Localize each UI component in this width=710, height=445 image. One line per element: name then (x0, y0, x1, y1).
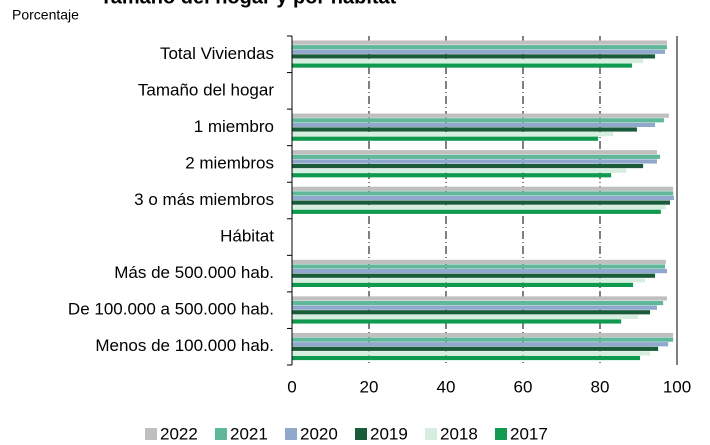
bar (292, 186, 674, 191)
legend-label: 2019 (370, 424, 408, 443)
legend-label: 2021 (230, 424, 268, 443)
y-tick-label: Tamaño del hogar (138, 80, 274, 99)
y-tick-label: 3 o más miembros (134, 190, 274, 209)
legend-label: 2022 (160, 424, 198, 443)
y-tick-label: Más de 500.000 hab. (114, 263, 274, 282)
bar (292, 264, 666, 269)
legend-swatch (145, 428, 157, 440)
chart-subtitle: Porcentaje (12, 7, 79, 23)
y-tick-label: Hábitat (220, 227, 274, 246)
bar (292, 45, 667, 50)
bar (292, 314, 639, 319)
bar (292, 355, 641, 361)
bar (292, 40, 667, 45)
legend-label: 2018 (440, 424, 478, 443)
bar (292, 150, 657, 155)
legend-label: 2017 (510, 424, 548, 443)
bar (292, 168, 627, 173)
bar (292, 342, 669, 347)
bar (292, 278, 646, 283)
bar (292, 163, 644, 169)
bar (292, 269, 667, 274)
bar (292, 273, 656, 278)
bar (292, 122, 656, 127)
bar (292, 113, 669, 118)
y-tick-label: De 100.000 a 500.000 hab. (68, 300, 274, 319)
legend-label: 2020 (300, 424, 338, 443)
x-tick-label: 80 (591, 377, 610, 396)
bar (292, 200, 671, 205)
legend-swatch (425, 428, 437, 440)
bar (292, 154, 661, 159)
x-tick-label: 40 (437, 377, 456, 396)
bar (292, 296, 667, 301)
chart-title: Tamaño del hogar y por hábitat (100, 0, 397, 8)
bar (292, 58, 644, 64)
bar (292, 259, 666, 265)
bar (292, 351, 651, 356)
legend-swatch (215, 428, 227, 440)
legend-swatch (285, 428, 297, 440)
x-tick-label: 100 (663, 377, 691, 396)
legend-swatch (355, 428, 367, 440)
bar (292, 282, 634, 288)
bar (292, 191, 674, 196)
bar (292, 131, 614, 137)
bar (292, 209, 661, 214)
x-tick-label: 0 (287, 377, 296, 396)
bar (292, 54, 656, 59)
bar (292, 49, 666, 54)
bar (292, 136, 599, 141)
bar (292, 300, 664, 306)
bar (292, 173, 612, 178)
bar (292, 195, 674, 201)
y-tick-label: Total Viviendas (160, 44, 274, 63)
bar (292, 118, 664, 123)
bar (292, 337, 674, 342)
bar (292, 332, 674, 338)
bar (292, 63, 632, 68)
bar (292, 159, 657, 164)
x-tick-label: 20 (360, 377, 379, 396)
bar (292, 346, 659, 351)
bar (292, 205, 666, 210)
bar (292, 310, 651, 315)
x-tick-label: 60 (514, 377, 533, 396)
legend-swatch (495, 428, 507, 440)
bar (292, 305, 657, 310)
bar (292, 319, 622, 324)
y-tick-label: 1 miembro (194, 117, 274, 136)
y-tick-label: Menos de 100.000 hab. (95, 336, 274, 355)
bar (292, 127, 637, 132)
y-tick-label: 2 miembros (185, 153, 274, 172)
